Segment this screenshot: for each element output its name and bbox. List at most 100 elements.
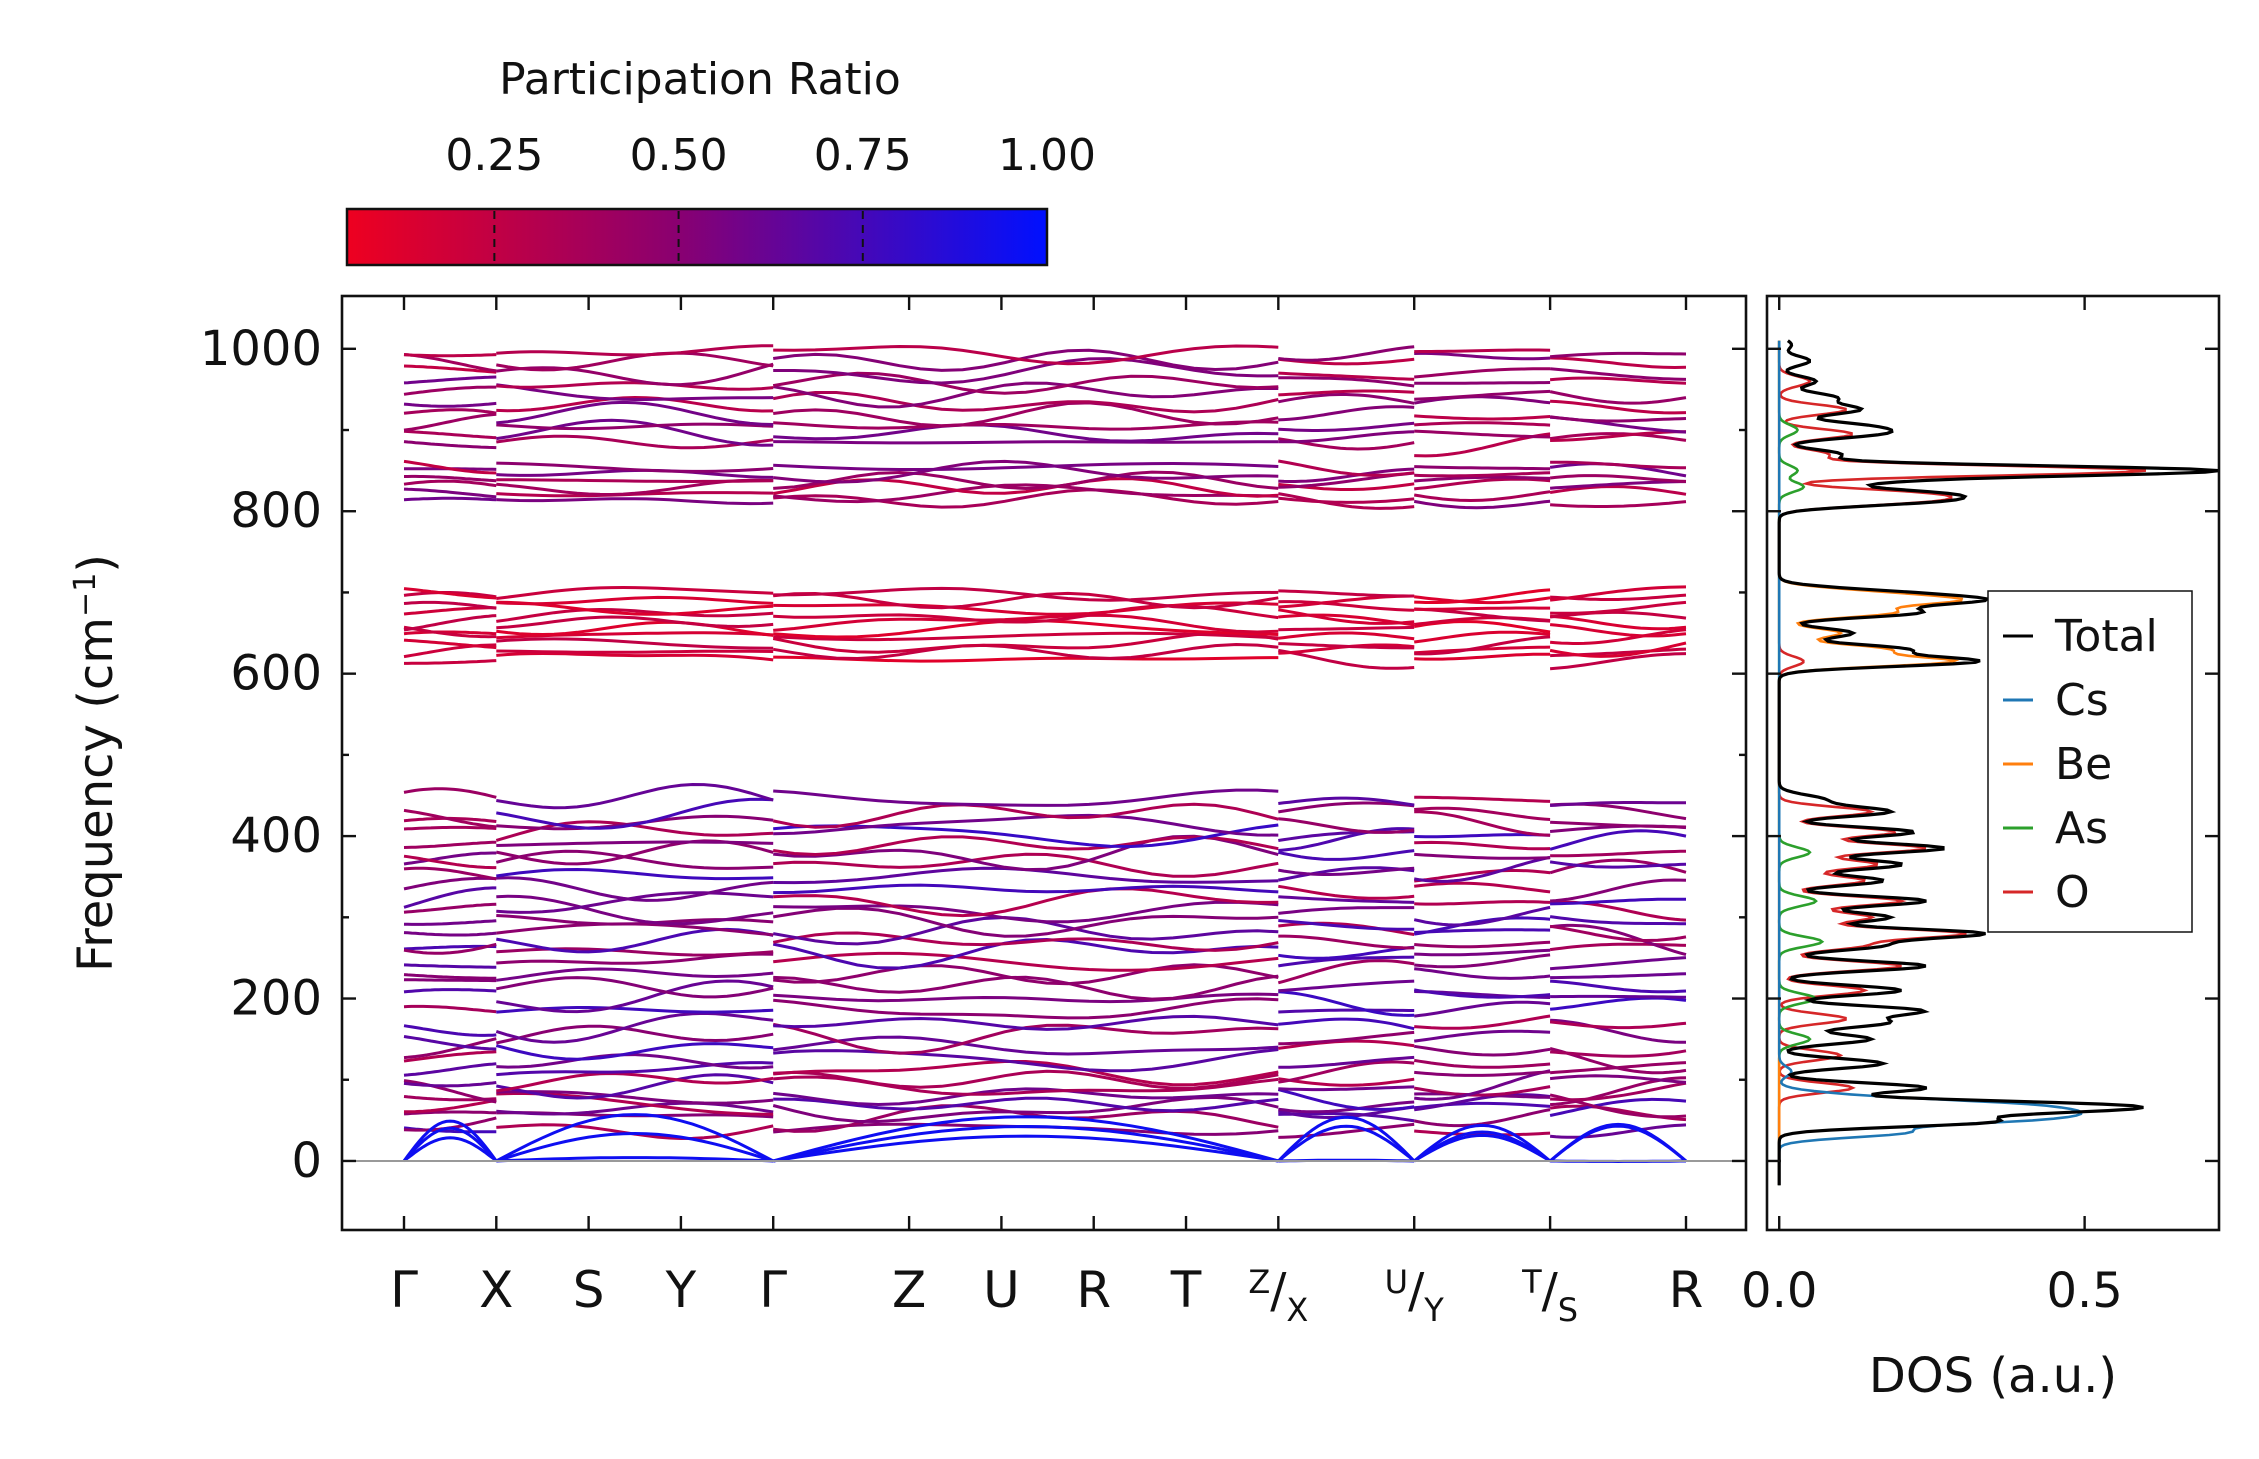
phonon-band (1550, 900, 1687, 922)
phonon-band (773, 613, 1279, 634)
phonon-band (1414, 940, 1551, 949)
phonon-band (1278, 934, 1415, 950)
phonon-band (773, 1069, 1279, 1090)
phonon-band (1413, 499, 1551, 510)
phonon-band (1550, 356, 1687, 370)
k-label-sup: U (1385, 1263, 1408, 1301)
phonon-band (1278, 631, 1415, 641)
phonon-band (403, 385, 497, 396)
phonon-band (1413, 1085, 1551, 1097)
phonon-band (1549, 480, 1686, 490)
phonon-band (773, 631, 1279, 642)
phonon-band (1414, 389, 1551, 401)
phonon-band (403, 840, 497, 849)
phonon-band (1278, 895, 1415, 904)
phonon-band (773, 1087, 1279, 1107)
k-point-label: X (479, 1261, 513, 1319)
phonon-band (773, 420, 1279, 431)
phonon-band (1413, 1058, 1551, 1069)
phonon-band (1550, 1018, 1686, 1044)
phonon-band (496, 615, 774, 630)
phonon-band (1278, 1122, 1415, 1139)
phonon-band (773, 1104, 1279, 1133)
k-point-label: R (1669, 1261, 1704, 1319)
phonon-band (773, 951, 1279, 972)
phonon-band (1413, 855, 1551, 883)
phonon-band (1414, 1069, 1551, 1101)
phonon-band (773, 1096, 1279, 1113)
phonon-band (1414, 806, 1551, 821)
phonon-band (496, 867, 774, 881)
phonon-band (773, 461, 1279, 471)
phonon-band (403, 944, 497, 951)
phonon-band (1413, 1093, 1551, 1112)
phonon-band (773, 813, 1279, 837)
phonon-band (496, 497, 774, 506)
k-label-slash: / (1408, 1263, 1425, 1319)
k-label-sub: Y (1423, 1291, 1444, 1329)
phonon-band (1278, 919, 1415, 931)
phonon-band (1414, 948, 1551, 957)
phonon-band (496, 395, 774, 413)
phonon-band (1414, 810, 1551, 837)
phonon-band (403, 429, 497, 440)
colorbar: Participation Ratio 0.25 0.50 0.75 1.00 (345, 54, 1096, 267)
phonon-band (1550, 820, 1687, 829)
phonon-band (496, 418, 774, 447)
phonon-band (496, 797, 774, 830)
phonon-band (1549, 500, 1687, 508)
phonon-band (1549, 641, 1687, 658)
phonon-band (773, 900, 1279, 924)
colorbar-tick-label: 0.50 (630, 130, 728, 181)
phonon-band (496, 649, 774, 654)
phonon-band (496, 967, 774, 982)
band-y-axis-label: Frequency (cm−1) (68, 554, 124, 972)
phonon-band (1414, 351, 1551, 361)
phonon-band (1414, 429, 1551, 439)
phonon-band (1277, 849, 1415, 861)
phonon-band (1414, 465, 1551, 471)
dos-legend: Total Cs Be As O (1987, 590, 2193, 933)
phonon-band (1414, 471, 1551, 478)
phonon-band (403, 854, 497, 870)
legend-label: O (2055, 867, 2090, 918)
phonon-band (1278, 1017, 1415, 1031)
acoustic-band (1277, 1115, 1416, 1163)
y-tick-label: 600 (230, 646, 322, 702)
phonon-band (1413, 490, 1551, 503)
k-point-label: T (1170, 1261, 1202, 1319)
k-label-slash: / (1542, 1263, 1559, 1319)
phonon-band (496, 1090, 774, 1105)
dos-x-tick-label: 0.5 (2046, 1263, 2122, 1319)
phonon-band (403, 1024, 497, 1037)
phonon-band (1414, 645, 1551, 655)
phonon-band (496, 891, 774, 914)
phonon-band (1278, 492, 1415, 510)
phonon-band (1414, 367, 1551, 379)
phonon-band (403, 876, 497, 891)
phonon-band (403, 606, 497, 616)
acoustic-band (1277, 1124, 1416, 1163)
phonon-band (1549, 432, 1687, 442)
phonon-band (1278, 1085, 1415, 1092)
phonon-band (1550, 801, 1686, 807)
band-lines (402, 344, 1687, 1164)
phonon-band (1278, 600, 1415, 612)
phonon-band (773, 1035, 1279, 1056)
dos-curve-as (1777, 340, 1825, 1186)
phonon-band (1278, 796, 1415, 807)
acoustic-band (402, 1126, 498, 1162)
phonon-band (496, 351, 774, 372)
phonon-band (403, 1050, 497, 1063)
phonon-band (496, 400, 774, 426)
k-point-label: S (573, 1261, 605, 1319)
ylabel-main: Frequency (cm (68, 617, 124, 972)
phonon-band (496, 620, 774, 637)
ylabel-close: ) (68, 554, 124, 573)
phonon-band (1278, 589, 1415, 598)
k-point-label: R (1076, 1261, 1111, 1319)
phonon-band (403, 408, 497, 415)
dos-axes: 0.0 0.5 (1741, 296, 2219, 1319)
phonon-band (773, 591, 1279, 610)
